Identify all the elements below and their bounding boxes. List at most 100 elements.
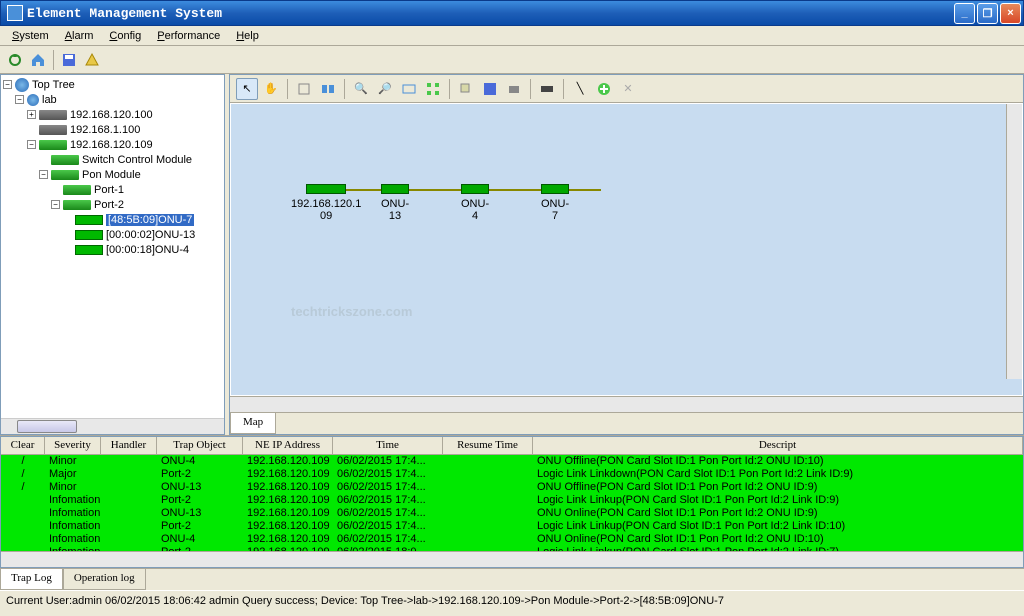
map-node-root[interactable]: 192.168.120.1 09 (291, 184, 361, 222)
cell-trap: Port-2 (157, 468, 243, 481)
tab-operation-log[interactable]: Operation log (63, 569, 146, 590)
fit-icon[interactable] (398, 78, 420, 100)
cell-clear (1, 520, 45, 533)
globe-icon (27, 94, 39, 106)
minimize-button[interactable]: _ (954, 3, 975, 24)
device-icon (39, 110, 67, 120)
col-resume[interactable]: Resume Time (443, 437, 533, 454)
map-scrollbar-v[interactable] (1006, 104, 1022, 379)
zoomout-icon[interactable]: 🔎 (374, 78, 396, 100)
menu-system[interactable]: System (4, 28, 57, 44)
maximize-button[interactable]: ❐ (977, 3, 998, 24)
log-row[interactable]: InfomationPort-2192.168.120.10906/02/201… (1, 494, 1023, 507)
tree-node-onu13[interactable]: [00:00:02]ONU-13 (3, 227, 222, 242)
window-title: Element Management System (27, 6, 954, 21)
tree-node-switch[interactable]: Switch Control Module (3, 152, 222, 167)
collapse-icon[interactable]: − (15, 95, 24, 104)
cell-handler (101, 455, 157, 468)
layout2-icon[interactable] (317, 78, 339, 100)
module-icon (51, 155, 79, 165)
collapse-icon[interactable]: − (51, 200, 60, 209)
map-scrollbar-h[interactable] (230, 396, 1023, 412)
hand-icon[interactable]: ✋ (260, 78, 282, 100)
port-icon (63, 185, 91, 195)
collapse-icon[interactable]: − (27, 140, 36, 149)
cell-handler (101, 481, 157, 494)
log-panel: Clear Severity Handler Trap Object NE IP… (0, 436, 1024, 568)
expand-icon[interactable]: + (27, 110, 36, 119)
cell-severity: Minor (45, 455, 101, 468)
onu-icon (75, 215, 103, 225)
log-row[interactable]: InfomationPort-2192.168.120.10906/02/201… (1, 520, 1023, 533)
cell-time: 06/02/2015 17:4... (333, 520, 443, 533)
zoomin-icon[interactable]: 🔍 (350, 78, 372, 100)
menu-performance[interactable]: Performance (149, 28, 228, 44)
map-canvas[interactable]: 192.168.120.1 09 ONU-13 ONU-4 ONU-7 tech… (230, 103, 1023, 396)
collapse-icon[interactable]: − (39, 170, 48, 179)
copy-icon[interactable] (455, 78, 477, 100)
close-button[interactable]: × (1000, 3, 1021, 24)
pointer-icon[interactable]: ↖ (236, 78, 258, 100)
menu-config[interactable]: Config (101, 28, 149, 44)
map-node-onu13[interactable]: ONU-13 (381, 184, 409, 222)
col-severity[interactable]: Severity (45, 437, 101, 454)
cell-time: 06/02/2015 17:4... (333, 494, 443, 507)
refresh-icon[interactable] (4, 49, 26, 71)
map-node-onu7[interactable]: ONU-7 (541, 184, 569, 222)
cell-severity: Infomation (45, 520, 101, 533)
log-row[interactable]: InfomationONU-4192.168.120.10906/02/2015… (1, 533, 1023, 546)
print-icon[interactable] (503, 78, 525, 100)
tab-trap-log[interactable]: Trap Log (0, 569, 63, 590)
status-bar: Current User:admin 06/02/2015 18:06:42 a… (0, 590, 1024, 610)
port-icon (63, 200, 91, 210)
log-row[interactable]: /MinorONU-13192.168.120.10906/02/2015 17… (1, 481, 1023, 494)
col-trap[interactable]: Trap Object (157, 437, 243, 454)
cell-resume (443, 468, 533, 481)
tab-map[interactable]: Map (230, 413, 276, 434)
device-add-icon[interactable] (536, 78, 558, 100)
log-scrollbar[interactable] (1, 551, 1023, 567)
tree-node-device[interactable]: 192.168.1.100 (3, 122, 222, 137)
cell-handler (101, 507, 157, 520)
menu-alarm[interactable]: Alarm (57, 28, 102, 44)
log-row[interactable]: InfomationONU-13192.168.120.10906/02/201… (1, 507, 1023, 520)
delete-icon[interactable]: ✕ (617, 78, 639, 100)
log-row[interactable]: /MinorONU-4192.168.120.10906/02/2015 17:… (1, 455, 1023, 468)
col-clear[interactable]: Clear (1, 437, 45, 454)
tree-node-device[interactable]: − 192.168.120.109 (3, 137, 222, 152)
tree-node-port1[interactable]: Port-1 (3, 182, 222, 197)
cell-trap: ONU-13 (157, 481, 243, 494)
tree-scrollbar[interactable] (1, 418, 224, 434)
line-icon[interactable]: ╲ (569, 78, 591, 100)
alert-icon[interactable] (81, 49, 103, 71)
cell-severity: Infomation (45, 533, 101, 546)
tree-node-port2[interactable]: − Port-2 (3, 197, 222, 212)
tree-node-onu7[interactable]: [48:5B:09]ONU-7 (3, 212, 222, 227)
save-icon[interactable] (479, 78, 501, 100)
menu-help[interactable]: Help (228, 28, 267, 44)
cell-descript: ONU Online(PON Card Slot ID:1 Pon Port I… (533, 507, 1023, 520)
cell-trap: ONU-4 (157, 455, 243, 468)
tree-lab[interactable]: − lab (3, 92, 222, 107)
log-row[interactable]: /MajorPort-2192.168.120.10906/02/2015 17… (1, 468, 1023, 481)
tree-node-device[interactable]: + 192.168.120.100 (3, 107, 222, 122)
grid-icon[interactable] (422, 78, 444, 100)
scroll-thumb[interactable] (17, 420, 77, 433)
col-ip[interactable]: NE IP Address (243, 437, 333, 454)
save-icon[interactable] (58, 49, 80, 71)
col-handler[interactable]: Handler (101, 437, 157, 454)
collapse-icon[interactable]: − (3, 80, 12, 89)
module-icon (51, 170, 79, 180)
tree-node-onu4[interactable]: [00:00:18]ONU-4 (3, 242, 222, 257)
layout1-icon[interactable] (293, 78, 315, 100)
map-node-onu4[interactable]: ONU-4 (461, 184, 489, 222)
home-icon[interactable] (27, 49, 49, 71)
col-time[interactable]: Time (333, 437, 443, 454)
watermark: techtrickszone.com (291, 304, 412, 319)
cell-descript: ONU Offline(PON Card Slot ID:1 Pon Port … (533, 481, 1023, 494)
tree-node-pon[interactable]: − Pon Module (3, 167, 222, 182)
tree-root[interactable]: − Top Tree (3, 77, 222, 92)
log-body[interactable]: /MinorONU-4192.168.120.10906/02/2015 17:… (1, 455, 1023, 551)
col-descript[interactable]: Descript (533, 437, 1023, 454)
add-icon[interactable] (593, 78, 615, 100)
